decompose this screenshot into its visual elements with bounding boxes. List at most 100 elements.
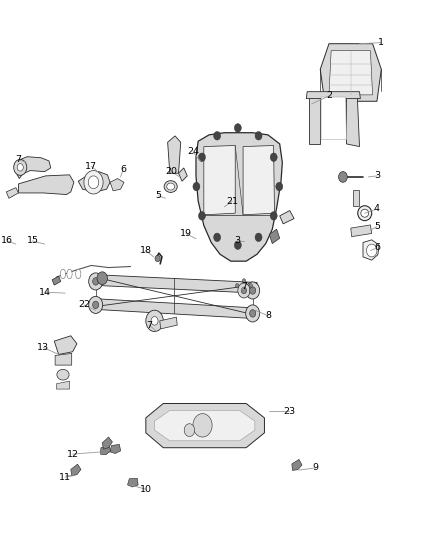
- Text: 14: 14: [39, 288, 51, 296]
- Polygon shape: [329, 51, 373, 95]
- Polygon shape: [110, 179, 124, 191]
- Polygon shape: [353, 190, 359, 206]
- Circle shape: [255, 132, 262, 140]
- Text: 4: 4: [374, 205, 380, 213]
- Circle shape: [242, 279, 246, 283]
- Circle shape: [246, 305, 260, 322]
- Text: 21: 21: [226, 197, 238, 206]
- Polygon shape: [168, 136, 181, 173]
- Polygon shape: [91, 298, 257, 319]
- Text: 15: 15: [26, 237, 39, 245]
- Circle shape: [238, 283, 250, 298]
- Circle shape: [84, 171, 103, 194]
- Circle shape: [155, 255, 160, 262]
- Polygon shape: [6, 188, 18, 198]
- Ellipse shape: [57, 369, 69, 380]
- Polygon shape: [309, 96, 320, 144]
- Text: 13: 13: [37, 343, 49, 352]
- Text: 1: 1: [378, 38, 384, 47]
- Polygon shape: [243, 146, 275, 215]
- Polygon shape: [78, 172, 110, 192]
- Text: 11: 11: [59, 473, 71, 481]
- Circle shape: [92, 278, 99, 285]
- Circle shape: [235, 284, 239, 288]
- Circle shape: [146, 310, 163, 332]
- Circle shape: [255, 233, 262, 241]
- Polygon shape: [204, 146, 235, 215]
- Polygon shape: [155, 410, 255, 441]
- Ellipse shape: [361, 209, 369, 217]
- Polygon shape: [196, 133, 283, 261]
- Polygon shape: [363, 240, 379, 260]
- Text: 18: 18: [140, 246, 152, 255]
- Circle shape: [276, 182, 283, 191]
- Ellipse shape: [167, 183, 175, 190]
- Polygon shape: [346, 96, 360, 147]
- Circle shape: [214, 132, 221, 140]
- Text: 9: 9: [312, 464, 318, 472]
- Circle shape: [198, 212, 205, 220]
- Text: 7: 7: [15, 156, 21, 164]
- Circle shape: [234, 241, 241, 249]
- Circle shape: [250, 310, 256, 317]
- Circle shape: [270, 153, 277, 161]
- Polygon shape: [57, 381, 70, 389]
- Text: 20: 20: [165, 167, 177, 176]
- Polygon shape: [179, 168, 187, 181]
- Polygon shape: [17, 157, 51, 179]
- Circle shape: [367, 244, 377, 257]
- Circle shape: [17, 164, 23, 171]
- Polygon shape: [71, 464, 81, 476]
- Circle shape: [270, 212, 277, 220]
- Text: 3: 3: [374, 172, 380, 180]
- Circle shape: [193, 182, 200, 191]
- Text: 22: 22: [78, 301, 90, 309]
- Circle shape: [88, 176, 99, 189]
- Circle shape: [89, 296, 102, 313]
- Ellipse shape: [164, 181, 177, 192]
- Text: 6: 6: [374, 244, 380, 252]
- Circle shape: [241, 287, 247, 294]
- Text: 17: 17: [85, 162, 97, 171]
- Polygon shape: [102, 437, 113, 449]
- Circle shape: [97, 272, 107, 285]
- Polygon shape: [52, 276, 61, 285]
- Polygon shape: [146, 403, 265, 448]
- Polygon shape: [110, 445, 120, 454]
- Polygon shape: [18, 175, 74, 195]
- Circle shape: [151, 317, 158, 325]
- Polygon shape: [292, 459, 302, 471]
- Text: 7: 7: [146, 321, 152, 329]
- Circle shape: [198, 153, 205, 161]
- Circle shape: [246, 282, 260, 299]
- Circle shape: [89, 273, 102, 290]
- Text: 5: 5: [155, 191, 161, 200]
- Circle shape: [249, 284, 252, 288]
- Polygon shape: [306, 92, 360, 99]
- Ellipse shape: [76, 269, 81, 279]
- Polygon shape: [55, 353, 72, 365]
- Text: 7: 7: [241, 282, 247, 291]
- Polygon shape: [127, 478, 138, 487]
- Polygon shape: [351, 225, 372, 237]
- Text: 5: 5: [374, 222, 380, 231]
- Polygon shape: [320, 44, 381, 101]
- Circle shape: [234, 124, 241, 132]
- Ellipse shape: [67, 269, 72, 279]
- Ellipse shape: [358, 206, 372, 221]
- Text: 24: 24: [187, 148, 199, 156]
- Circle shape: [184, 424, 194, 437]
- Text: 6: 6: [120, 165, 126, 174]
- Polygon shape: [54, 336, 77, 354]
- Polygon shape: [321, 97, 346, 140]
- Text: 16: 16: [1, 237, 13, 245]
- Text: 10: 10: [140, 485, 152, 494]
- Circle shape: [92, 301, 99, 309]
- Circle shape: [14, 159, 27, 175]
- Polygon shape: [100, 445, 111, 455]
- Polygon shape: [91, 274, 257, 293]
- Polygon shape: [280, 211, 294, 224]
- Polygon shape: [160, 317, 177, 329]
- Circle shape: [250, 287, 256, 294]
- Polygon shape: [269, 229, 280, 244]
